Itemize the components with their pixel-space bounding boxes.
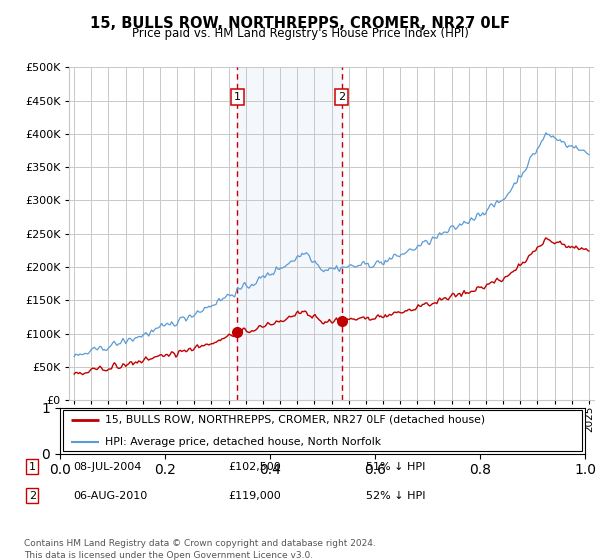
Text: £102,500: £102,500	[228, 461, 281, 472]
Bar	[238, 67, 341, 400]
Text: 15, BULLS ROW, NORTHREPPS, CROMER, NR27 0LF (detached house): 15, BULLS ROW, NORTHREPPS, CROMER, NR27 …	[104, 414, 485, 424]
Text: Price paid vs. HM Land Registry's House Price Index (HPI): Price paid vs. HM Land Registry's House …	[131, 27, 469, 40]
Text: 2: 2	[29, 491, 36, 501]
Text: 2: 2	[338, 92, 345, 102]
Text: 08-JUL-2004: 08-JUL-2004	[74, 461, 142, 472]
Text: HPI: Average price, detached house, North Norfolk: HPI: Average price, detached house, Nort…	[104, 437, 381, 447]
Text: 51% ↓ HPI: 51% ↓ HPI	[366, 461, 425, 472]
Text: 52% ↓ HPI: 52% ↓ HPI	[366, 491, 426, 501]
Text: 06-AUG-2010: 06-AUG-2010	[74, 491, 148, 501]
Text: 15, BULLS ROW, NORTHREPPS, CROMER, NR27 0LF: 15, BULLS ROW, NORTHREPPS, CROMER, NR27 …	[90, 16, 510, 31]
Text: 1: 1	[234, 92, 241, 102]
FancyBboxPatch shape	[62, 410, 582, 451]
Text: £119,000: £119,000	[228, 491, 281, 501]
Text: Contains HM Land Registry data © Crown copyright and database right 2024.
This d: Contains HM Land Registry data © Crown c…	[24, 539, 376, 559]
Text: 1: 1	[29, 461, 36, 472]
